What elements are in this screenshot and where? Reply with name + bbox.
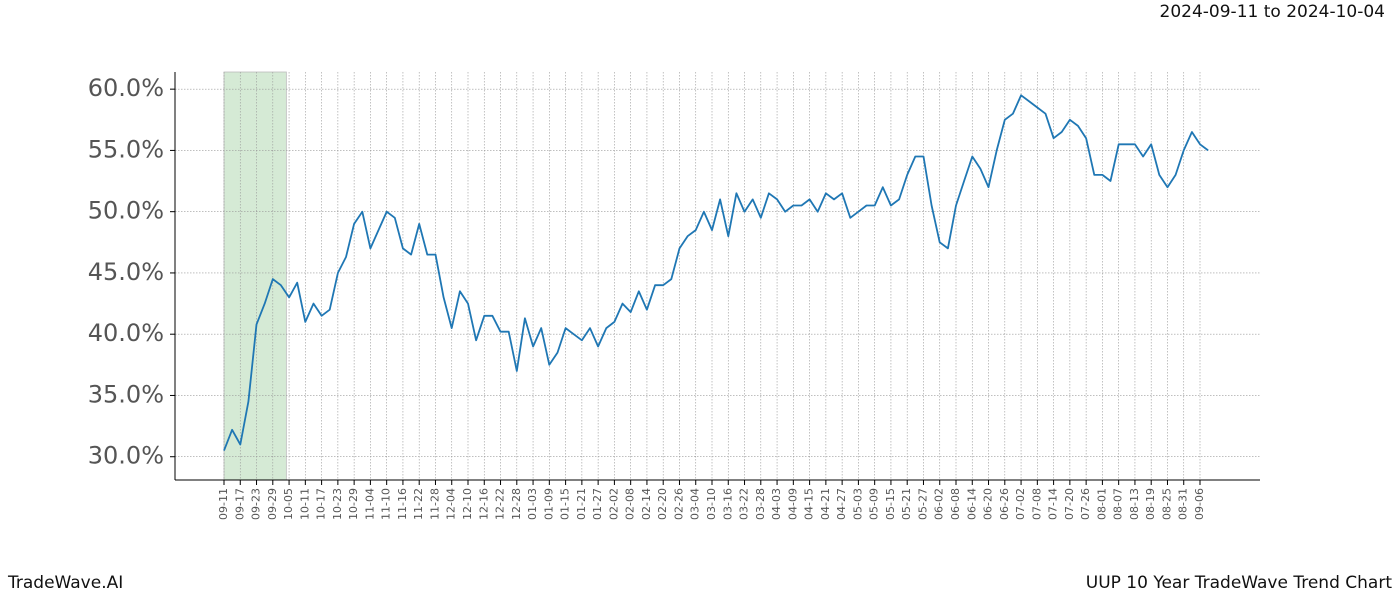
- x-tick-label: 09-17: [233, 488, 246, 520]
- x-tick-label: 08-19: [1144, 488, 1157, 520]
- y-tick-label: 50.0%: [88, 197, 164, 225]
- x-tick-label: 06-14: [965, 488, 978, 520]
- x-tick-label: 04-21: [819, 488, 832, 520]
- x-tick-label: 12-16: [477, 488, 490, 520]
- x-tick-label: 01-09: [542, 488, 555, 520]
- x-tick-label: 01-27: [591, 488, 604, 520]
- y-tick-label: 55.0%: [88, 135, 164, 163]
- y-tick-label: 30.0%: [88, 442, 164, 470]
- x-tick-label: 09-23: [250, 488, 263, 520]
- x-tick-label: 12-28: [510, 488, 523, 520]
- x-tick-label: 04-15: [803, 488, 816, 520]
- x-tick-label: 11-22: [412, 488, 425, 520]
- x-tick-label: 07-26: [1079, 488, 1092, 520]
- x-tick-label: 12-10: [461, 488, 474, 520]
- x-tick-label: 12-04: [445, 488, 458, 520]
- x-tick-label: 11-28: [428, 488, 441, 520]
- x-tick-label: 11-04: [363, 488, 376, 520]
- x-tick-label: 05-03: [851, 488, 864, 520]
- x-tick-label: 07-14: [1047, 488, 1060, 520]
- y-tick-label: 35.0%: [88, 380, 164, 408]
- subtitle: 2024-09-11 to 2024-10-04: [1160, 2, 1385, 22]
- x-tick-label: 10-17: [315, 488, 328, 520]
- y-tick-label: 45.0%: [88, 258, 164, 286]
- x-tick-label: 02-08: [624, 488, 637, 520]
- x-tick-label: 05-09: [868, 488, 881, 520]
- x-tick-label: 07-08: [1030, 488, 1043, 520]
- x-tick-label: 08-01: [1095, 488, 1108, 520]
- x-tick-label: 05-21: [900, 488, 913, 520]
- x-tick-label: 01-21: [575, 488, 588, 520]
- x-tick-label: 04-27: [835, 488, 848, 520]
- x-tick-label: 08-31: [1177, 488, 1190, 520]
- x-tick-label: 05-27: [916, 488, 929, 520]
- x-tick-label: 08-13: [1128, 488, 1141, 520]
- x-tick-label: 11-10: [380, 488, 393, 520]
- x-tick-label: 03-16: [721, 488, 734, 520]
- x-tick-label: 11-16: [396, 488, 409, 520]
- data-line: [223, 94, 1209, 451]
- x-tick-label: 04-09: [786, 488, 799, 520]
- x-tick-label: 09-29: [266, 488, 279, 520]
- x-tick-label: 01-15: [559, 488, 572, 520]
- x-tick-label: 12-22: [494, 488, 507, 520]
- x-tick-label: 09-11: [217, 488, 230, 520]
- x-tick-label: 06-02: [933, 488, 946, 520]
- x-tick-label: 02-26: [672, 488, 685, 520]
- x-tick-label: 03-10: [705, 488, 718, 520]
- footer-right: UUP 10 Year TradeWave Trend Chart: [1086, 573, 1393, 593]
- x-tick-label: 02-14: [640, 488, 653, 520]
- highlight-band: [223, 71, 287, 481]
- x-tick-label: 03-04: [689, 488, 702, 520]
- x-tick-label: 06-20: [982, 488, 995, 520]
- x-tick-label: 10-23: [331, 488, 344, 520]
- x-tick-label: 06-08: [949, 488, 962, 520]
- y-tick-label: 40.0%: [88, 319, 164, 347]
- x-tick-label: 10-11: [298, 488, 311, 520]
- x-tick-label: 07-02: [1014, 488, 1027, 520]
- x-tick-label: 06-26: [998, 488, 1011, 520]
- x-tick-label: 09-06: [1193, 488, 1206, 520]
- footer-left: TradeWave.AI: [7, 573, 123, 593]
- x-tick-label: 05-15: [884, 488, 897, 520]
- x-tick-label: 04-03: [770, 488, 783, 520]
- x-tick-label: 10-05: [282, 488, 295, 520]
- x-tick-label: 03-22: [738, 488, 751, 520]
- x-tick-label: 02-02: [607, 488, 620, 520]
- x-tick-label: 07-20: [1063, 488, 1076, 520]
- x-tick-label: 01-03: [526, 488, 539, 520]
- x-tick-label: 10-29: [347, 488, 360, 520]
- y-tick-label: 60.0%: [88, 74, 164, 102]
- x-tick-label: 02-20: [656, 488, 669, 520]
- x-tick-label: 03-28: [754, 488, 767, 520]
- x-tick-label: 08-25: [1160, 488, 1173, 520]
- x-tick-label: 08-07: [1112, 488, 1125, 520]
